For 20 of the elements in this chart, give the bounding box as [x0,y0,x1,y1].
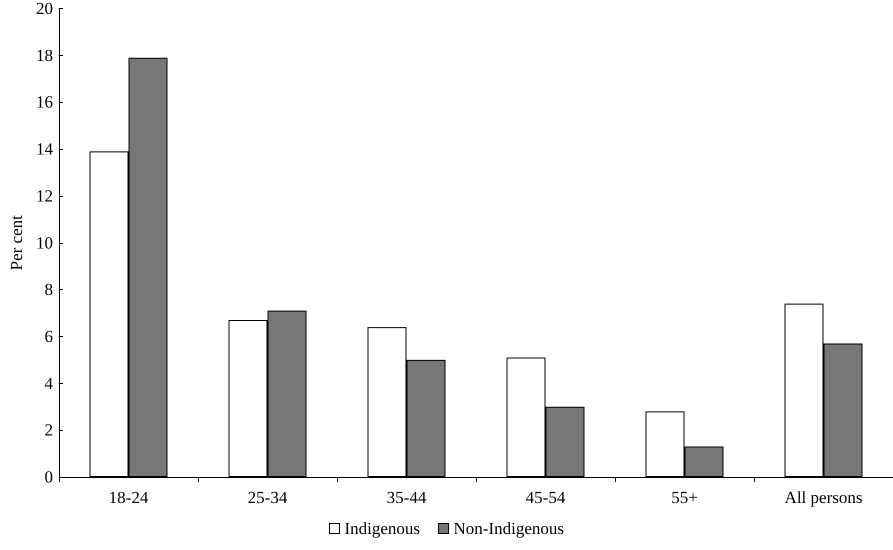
y-tick-label: 18 [36,46,53,65]
y-tick-label: 8 [44,280,53,300]
legend-label: Non-Indigenous [454,519,564,538]
legend-label: Indigenous [344,519,420,538]
y-tick-label: 16 [36,92,53,112]
y-axis-title: Per cent [7,214,26,270]
y-tick-label: 14 [36,140,54,159]
x-tick-label: 45-54 [526,488,566,507]
y-tick-label: 20 [36,0,53,18]
y-tick-label: 4 [44,374,54,393]
y-tick-label: 10 [36,233,53,252]
x-tick-label: 55+ [671,488,698,507]
y-tick-label: 6 [44,326,53,346]
y-tick-label: 12 [36,186,53,206]
x-tick-label: 35-44 [386,488,427,507]
x-tick-label: 25-34 [248,488,288,507]
x-tick-label: 18-24 [108,488,149,507]
x-tick-label: All persons [784,488,862,507]
y-tick-label: 2 [44,420,53,440]
y-tick-label: 0 [44,468,53,486]
